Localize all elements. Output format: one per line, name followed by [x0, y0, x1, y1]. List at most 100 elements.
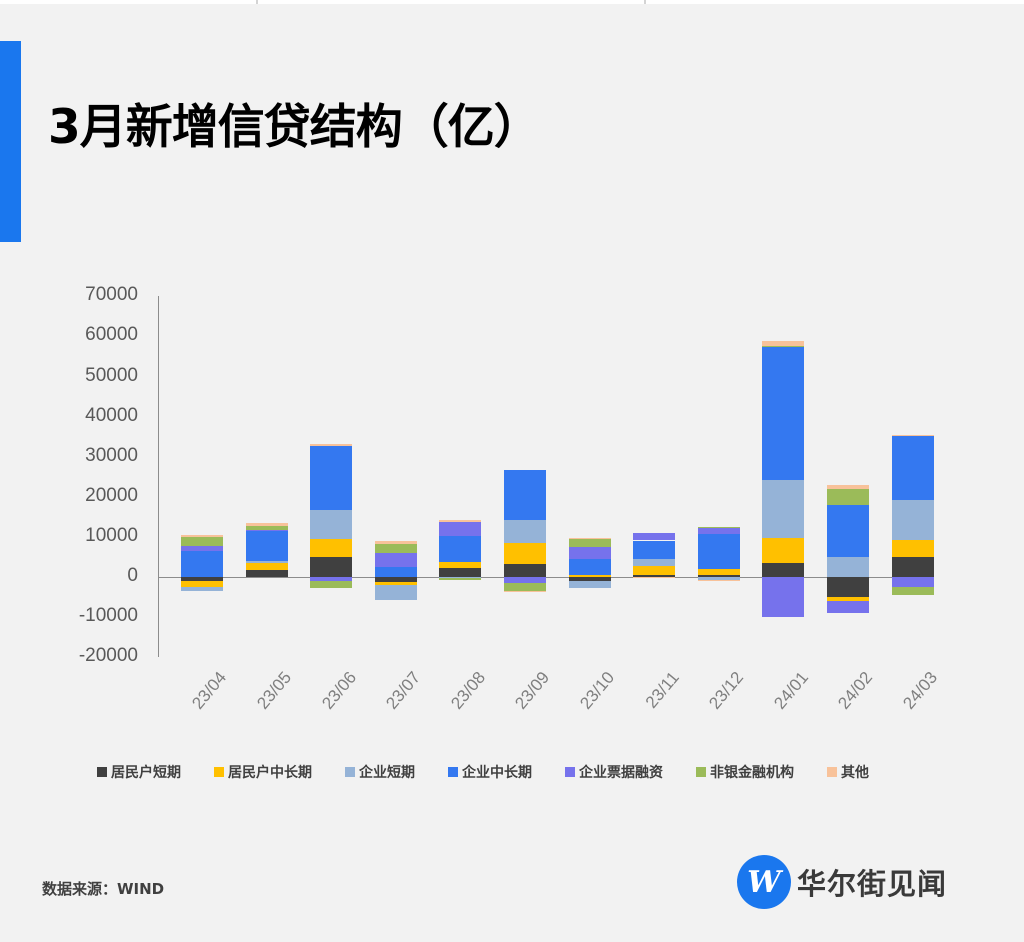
bar-segment [633, 558, 676, 566]
legend-swatch-icon [214, 767, 224, 777]
bar-segment [827, 577, 869, 598]
bar-segment [762, 347, 805, 480]
bar-24-02 [827, 0, 869, 942]
bar-segment [697, 528, 740, 534]
bar-segment [827, 505, 869, 557]
bar-segment [697, 574, 740, 577]
legend-label: 居民户中长期 [228, 765, 312, 781]
bar-segment [633, 533, 676, 541]
title-accent-bar [0, 41, 21, 242]
bar-segment [697, 577, 740, 580]
legend-swatch-icon [696, 767, 706, 777]
bar-segment [827, 601, 869, 613]
bar-segment [374, 582, 417, 586]
bar-segment [245, 560, 288, 564]
legend-swatch-icon [448, 767, 458, 777]
bar-segment [762, 479, 805, 539]
bar-segment [762, 538, 805, 564]
bar-segment [181, 546, 223, 551]
bar-segment [633, 565, 676, 575]
bar-segment [245, 526, 288, 530]
bar-segment [504, 577, 546, 584]
bar-segment [310, 446, 353, 511]
bar-segment [568, 574, 611, 577]
bar-segment [568, 577, 611, 582]
zero-line [158, 577, 934, 578]
legend-item: 居民户短期 [97, 762, 181, 782]
bar-segment [504, 583, 546, 591]
bar-segment [568, 537, 611, 539]
bar-segment [439, 522, 482, 536]
bar-segment [245, 523, 288, 527]
bar-segment [697, 579, 740, 581]
bar-segment [374, 566, 417, 577]
legend-label: 居民户短期 [111, 765, 181, 781]
bar-segment [568, 538, 611, 547]
bar-segment [310, 510, 353, 539]
y-tick-label: 50000 [85, 364, 138, 386]
y-tick-label: 0 [127, 565, 138, 586]
y-tick-label: 30000 [85, 444, 138, 466]
bar-segment [762, 563, 805, 577]
bar-segment [568, 581, 611, 589]
bar-segment [374, 543, 417, 553]
bar-segment [181, 581, 223, 588]
bar-segment [891, 539, 934, 557]
legend-item: 企业短期 [345, 762, 415, 782]
logo-text: 华尔街见闻 [797, 867, 948, 901]
bar-segment [762, 577, 805, 617]
legend-label: 企业短期 [359, 765, 415, 781]
bar-segment [633, 577, 676, 579]
bar-segment [827, 484, 869, 489]
bar-23-10 [568, 0, 611, 942]
bar-segment [827, 556, 869, 577]
data-source: 数据来源：WIND [42, 880, 165, 898]
legend-item: 非银金融机构 [696, 762, 794, 782]
bar-segment [891, 577, 934, 588]
top-strip [0, 0, 1024, 4]
bar-23-05 [245, 0, 288, 942]
y-tick-label: -20000 [78, 645, 138, 667]
bar-segment [891, 435, 934, 437]
logo-w-icon: W [737, 855, 791, 909]
bar-segment [633, 574, 676, 577]
y-axis [158, 296, 159, 657]
bar-segment [439, 578, 482, 581]
bar-segment [245, 563, 288, 571]
bar-segment [439, 577, 482, 579]
bar-segment [827, 597, 869, 602]
bar-segment [181, 550, 223, 577]
bar-segment [504, 520, 546, 543]
legend: 居民户短期 居民户中长期 企业短期 企业中长期 企业票据融资 非银金融机构 其他 [97, 762, 869, 782]
bar-segment [504, 563, 546, 577]
legend-label: 其他 [841, 765, 869, 781]
bar-segment [439, 519, 482, 523]
y-tick-label: 60000 [85, 324, 138, 346]
legend-item: 居民户中长期 [214, 762, 312, 782]
bar-23-12 [697, 0, 740, 942]
bar-segment [697, 568, 740, 575]
bar-24-01 [762, 0, 805, 942]
legend-item: 企业中长期 [448, 762, 532, 782]
bar-segment [568, 546, 611, 560]
legend-item: 企业票据融资 [565, 762, 663, 782]
bar-23-07 [374, 0, 417, 942]
bar-segment [891, 587, 934, 595]
bar-segment [374, 540, 417, 544]
y-tick-label: 20000 [85, 484, 138, 506]
bar-24-03 [891, 0, 934, 942]
legend-item: 其他 [827, 762, 869, 782]
bar-segment [504, 542, 546, 564]
bar-segment [568, 559, 611, 575]
bar-segment [181, 577, 223, 582]
bar-segment [374, 577, 417, 583]
legend-swatch-icon [565, 767, 575, 777]
bar-segment [181, 587, 223, 592]
bar-23-08 [439, 0, 482, 942]
y-tick-label: 10000 [85, 524, 138, 546]
bar-segment [310, 580, 353, 589]
bar-23-09 [504, 0, 546, 942]
bar-segment [439, 567, 482, 577]
bar-segment [762, 341, 805, 346]
